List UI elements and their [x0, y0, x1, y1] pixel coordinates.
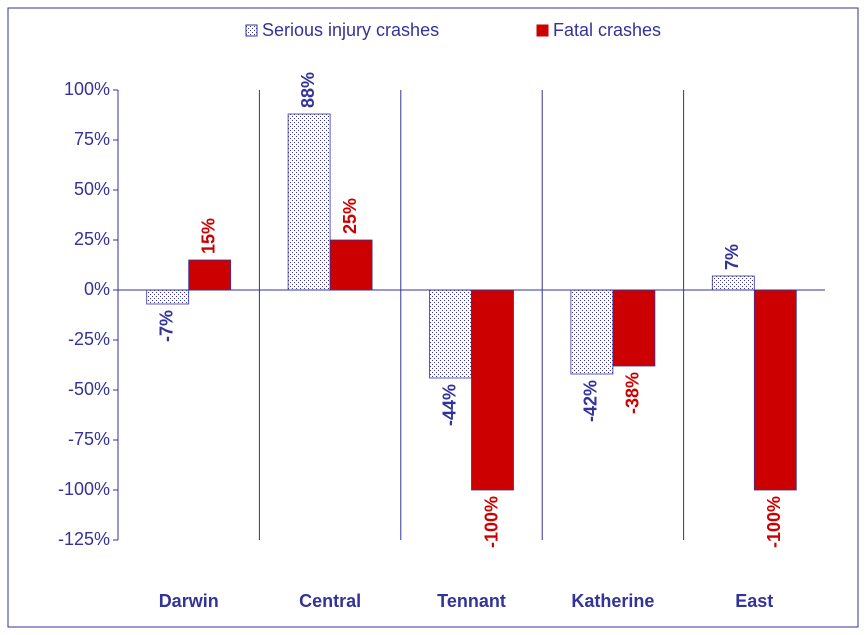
y-tick-label: -25% — [68, 329, 110, 349]
data-label: -42% — [581, 380, 601, 422]
legend-swatch — [245, 24, 258, 37]
legend-label: Serious injury crashes — [262, 20, 439, 40]
bar — [570, 289, 614, 375]
data-label: -44% — [439, 384, 459, 426]
y-tick-label: -100% — [58, 479, 110, 499]
y-tick-label: 50% — [74, 179, 110, 199]
y-tick-label: 0% — [84, 279, 110, 299]
x-tick-label: Central — [299, 591, 361, 611]
data-label: -7% — [156, 310, 176, 342]
data-label: 25% — [340, 198, 360, 234]
bar — [146, 289, 190, 305]
bar — [753, 289, 797, 491]
data-label: 15% — [198, 218, 218, 254]
bar — [711, 275, 755, 291]
y-tick-label: 100% — [64, 79, 110, 99]
bar — [471, 289, 514, 491]
data-label: 88% — [298, 72, 318, 108]
bar — [612, 289, 656, 367]
y-tick-label: -50% — [68, 379, 110, 399]
bar — [188, 259, 232, 291]
bar — [329, 239, 373, 291]
legend-swatch — [536, 24, 549, 37]
data-label: -100% — [481, 496, 501, 548]
x-tick-label: East — [735, 591, 773, 611]
x-tick-label: Katherine — [571, 591, 654, 611]
y-tick-label: 75% — [74, 129, 110, 149]
x-tick-label: Tennant — [437, 591, 506, 611]
y-tick-label: -75% — [68, 429, 110, 449]
bar — [287, 113, 331, 291]
data-label: -38% — [623, 372, 643, 414]
x-tick-label: Darwin — [159, 591, 219, 611]
data-label: 7% — [722, 244, 742, 270]
data-label: -100% — [764, 496, 784, 548]
y-tick-label: 25% — [74, 229, 110, 249]
bar — [429, 289, 472, 379]
legend-label: Fatal crashes — [553, 20, 661, 40]
y-tick-label: -125% — [58, 529, 110, 549]
